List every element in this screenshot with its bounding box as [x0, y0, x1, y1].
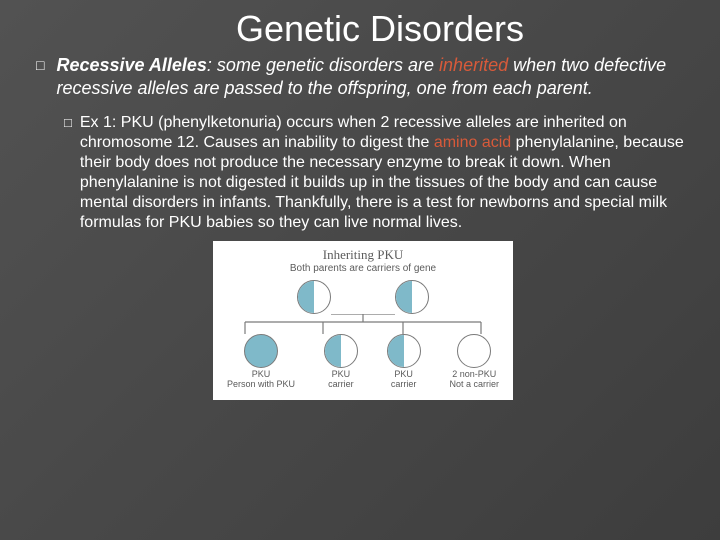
pedigree-diagram: Inheriting PKU Both parents are carriers…	[213, 241, 513, 400]
pedigree-lines	[223, 314, 503, 334]
bullet-main: □ Recessive Alleles: some genetic disord…	[36, 54, 690, 99]
unaffected-circle-icon	[457, 334, 491, 368]
highlight-inherited: inherited	[439, 55, 508, 75]
slide: Genetic Disorders □ Recessive Alleles: s…	[0, 0, 720, 540]
content-area: □ Recessive Alleles: some genetic disord…	[0, 54, 720, 400]
child-node: PKUcarrier	[324, 334, 358, 390]
child-label: PKUcarrier	[328, 370, 354, 390]
diagram-subtitle: Both parents are carriers of gene	[223, 263, 503, 274]
diagram-title: Inheriting PKU	[223, 247, 503, 263]
carrier-circle-icon	[387, 334, 421, 368]
bullet-main-text: Recessive Alleles: some genetic disorder…	[56, 54, 690, 99]
children-row: PKUPerson with PKU PKUcarrier PKUcarrier…	[223, 334, 503, 390]
affected-circle-icon	[244, 334, 278, 368]
child-label: PKUcarrier	[391, 370, 417, 390]
carrier-circle-icon	[324, 334, 358, 368]
page-title: Genetic Disorders	[40, 0, 720, 54]
bullet-sub: □ Ex 1: PKU (phenylketonuria) occurs whe…	[64, 113, 690, 233]
carrier-circle-icon	[297, 280, 331, 314]
square-bullet-icon: □	[64, 113, 72, 233]
carrier-circle-icon	[395, 280, 429, 314]
parent-node	[395, 280, 429, 314]
child-label: PKUPerson with PKU	[227, 370, 295, 390]
square-bullet-icon: □	[36, 54, 44, 99]
bullet-text-1: : some genetic disorders are	[207, 55, 439, 75]
child-label: 2 non-PKUNot a carrier	[449, 370, 499, 390]
child-node: 2 non-PKUNot a carrier	[449, 334, 499, 390]
sub-prefix: Ex 1:	[80, 114, 116, 131]
highlight-amino-acid: amino acid	[434, 134, 511, 151]
parent-node	[297, 280, 331, 314]
bullet-lead: Recessive Alleles	[56, 55, 206, 75]
child-node: PKUPerson with PKU	[227, 334, 295, 390]
child-node: PKUcarrier	[387, 334, 421, 390]
bullet-sub-text: Ex 1: PKU (phenylketonuria) occurs when …	[80, 113, 690, 233]
parent-row	[223, 280, 503, 314]
